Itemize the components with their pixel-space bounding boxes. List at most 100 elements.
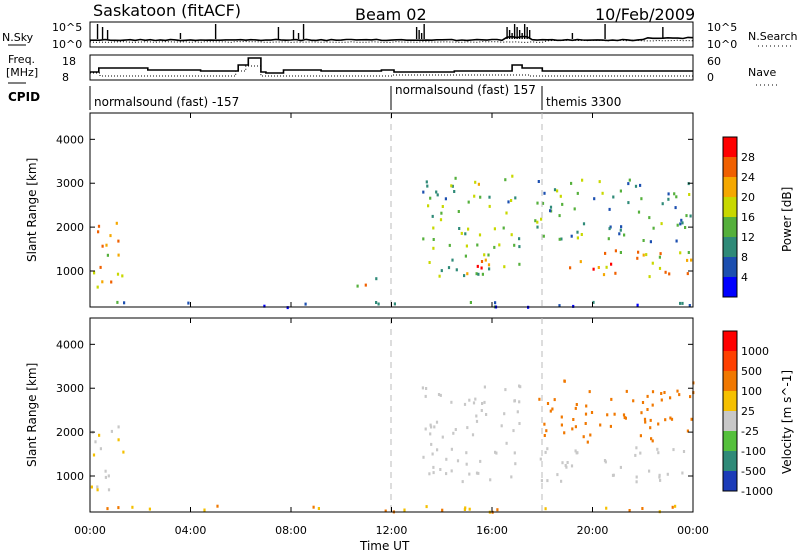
y-tick-label: 4000 xyxy=(56,133,84,146)
rti-cell xyxy=(569,266,572,270)
rti-cell xyxy=(588,390,591,394)
rti-cell xyxy=(450,447,453,451)
rti-cell xyxy=(659,478,662,482)
rti-cell xyxy=(96,485,99,489)
rti-cell xyxy=(686,258,689,262)
rti-cell xyxy=(681,221,684,225)
rti-cell xyxy=(468,398,471,402)
rti-cell xyxy=(627,201,630,205)
rti-cell xyxy=(639,451,642,455)
rti-cell xyxy=(642,239,645,242)
rti-cell xyxy=(465,462,468,466)
rti-cell xyxy=(580,233,583,236)
colorbar-tick-label: 16 xyxy=(741,211,755,224)
rti-cell xyxy=(627,182,630,186)
velocity-points xyxy=(90,379,695,514)
rti-cell xyxy=(116,300,119,304)
colorbar-tick-label: -1000 xyxy=(741,485,773,498)
rti-cell xyxy=(456,459,460,463)
rti-cell xyxy=(646,408,649,411)
rti-cell xyxy=(504,178,507,182)
rti-cell xyxy=(439,393,442,397)
rti-cell xyxy=(441,508,444,512)
rti-cell xyxy=(538,397,541,401)
rti-cell xyxy=(476,264,479,268)
nsky-spikes xyxy=(96,24,664,39)
rti-cell xyxy=(480,409,483,412)
rti-cell xyxy=(427,204,430,208)
rti-cell xyxy=(556,473,559,477)
rti-cell xyxy=(646,394,649,398)
rti-cell xyxy=(510,233,513,237)
rti-cell xyxy=(624,416,627,420)
rti-cell xyxy=(540,217,543,221)
rti-cell xyxy=(457,210,460,213)
rti-cell xyxy=(511,174,514,178)
rti-cell xyxy=(467,227,470,231)
rti-cell xyxy=(660,392,663,395)
rti-cell xyxy=(563,379,566,383)
rti-cell xyxy=(429,432,432,436)
rti-cell xyxy=(628,178,631,182)
rti-cell xyxy=(187,301,190,305)
y-tick-label: 2000 xyxy=(56,221,84,234)
rti-cell xyxy=(505,211,508,215)
rti-cell xyxy=(558,214,561,218)
rti-cell xyxy=(686,429,689,433)
rti-cell xyxy=(602,273,606,277)
rti-cell xyxy=(576,191,579,195)
rti-cell xyxy=(479,195,482,199)
rti-cell xyxy=(503,265,506,269)
rti-cell xyxy=(474,180,477,184)
rti-cell xyxy=(609,225,612,229)
rti-cell xyxy=(608,227,611,231)
rti-cell xyxy=(608,207,611,211)
rti-cell xyxy=(469,301,472,304)
rti-cell xyxy=(668,272,671,276)
rti-cell xyxy=(543,434,546,437)
rti-cell xyxy=(101,280,104,284)
rti-cell xyxy=(575,451,578,455)
rti-cell xyxy=(546,479,549,483)
rti-cell xyxy=(518,384,521,388)
rti-cell xyxy=(216,504,219,508)
rti-cell xyxy=(546,447,549,451)
rti-cell xyxy=(384,509,387,513)
rti-cell xyxy=(553,188,557,192)
rti-cell xyxy=(438,274,441,278)
rti-cell xyxy=(545,429,548,433)
rti-cell xyxy=(664,418,667,422)
rti-cell xyxy=(487,253,490,257)
nsearch-label: N.Search xyxy=(748,30,798,43)
rti-cell xyxy=(93,271,96,275)
colorbar-swatch xyxy=(723,197,737,218)
rti-cell xyxy=(375,301,378,304)
cpid-segment-1: normalsound (fast) -157 xyxy=(94,95,239,109)
rti-cell xyxy=(424,427,427,431)
rti-cell xyxy=(689,214,692,218)
rti-cell xyxy=(445,472,448,476)
rti-cell xyxy=(304,302,307,306)
rti-cell xyxy=(604,460,607,464)
rti-cell xyxy=(109,234,112,238)
rti-cell xyxy=(575,403,578,406)
rti-cell xyxy=(576,236,579,240)
rti-cell xyxy=(425,180,428,184)
rti-cell xyxy=(572,304,575,308)
rti-cell xyxy=(544,450,547,454)
rti-cell xyxy=(610,397,613,401)
rti-cell xyxy=(660,398,663,402)
rti-cell xyxy=(451,258,454,262)
rti-cell xyxy=(493,245,496,249)
colorbar-swatch xyxy=(723,431,737,452)
rti-cell xyxy=(605,506,608,510)
power-y-axis: 1000 2000 3000 4000 xyxy=(56,133,693,278)
rti-cell xyxy=(681,471,684,475)
rti-cell xyxy=(448,243,451,247)
rti-cell xyxy=(513,399,516,403)
rti-cell xyxy=(117,506,120,510)
freq-tick-top: 18 xyxy=(62,55,76,68)
rti-cell xyxy=(688,304,691,307)
colorbar-swatch xyxy=(723,331,737,352)
rti-cell xyxy=(432,465,435,469)
